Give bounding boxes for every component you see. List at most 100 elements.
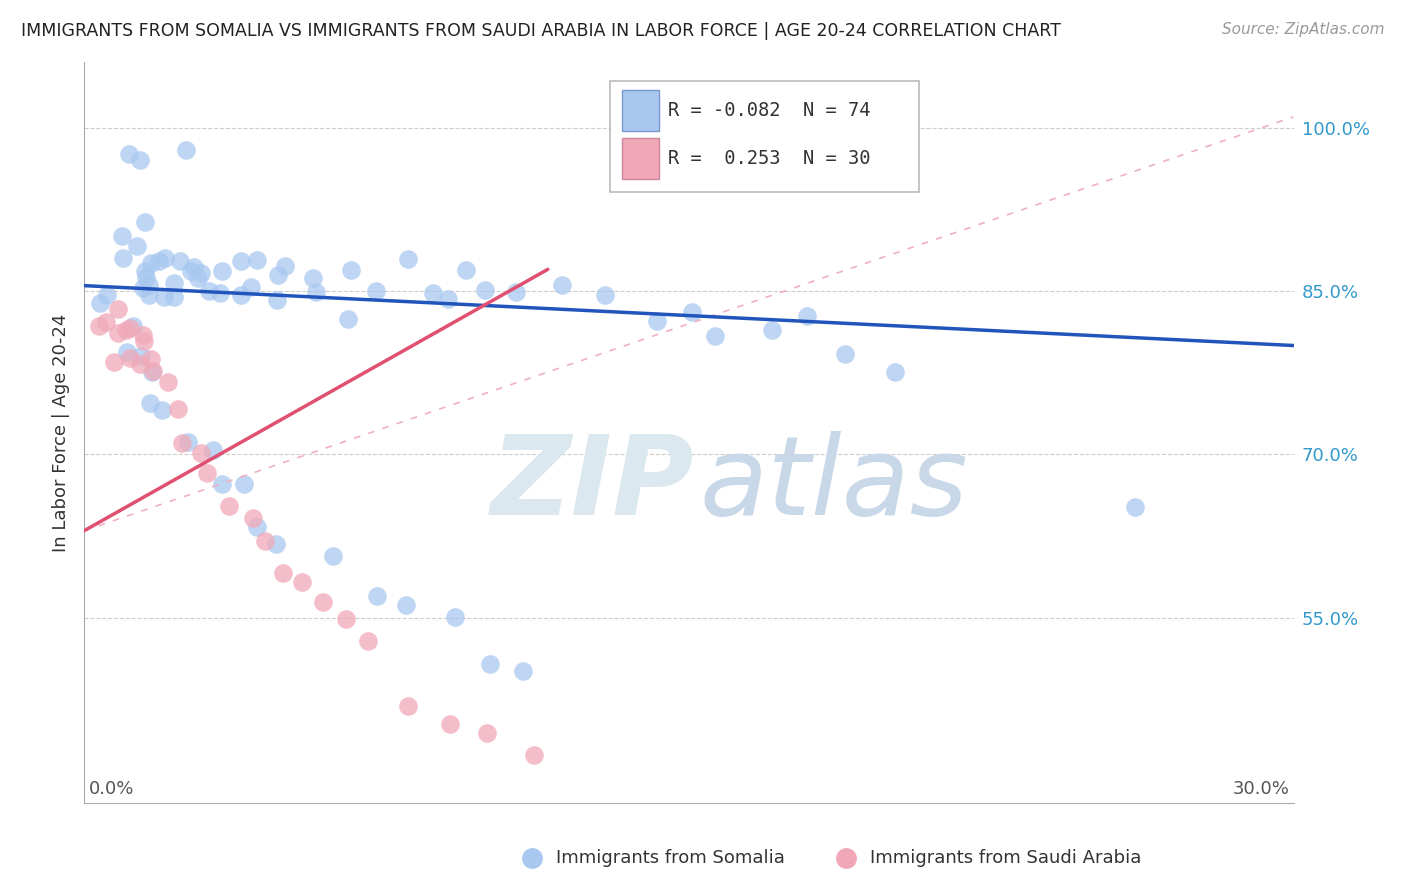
Point xyxy=(884,365,907,379)
Text: R =  0.253  N = 30: R = 0.253 N = 30 xyxy=(668,149,870,169)
FancyBboxPatch shape xyxy=(623,90,659,131)
Point xyxy=(142,364,165,378)
Point xyxy=(187,270,209,285)
Point xyxy=(125,238,148,252)
Point xyxy=(512,664,534,678)
FancyBboxPatch shape xyxy=(610,81,918,192)
Point xyxy=(479,657,502,672)
Point xyxy=(551,277,574,292)
Point xyxy=(129,357,152,371)
Point xyxy=(96,288,118,302)
Point xyxy=(218,499,240,513)
Text: ZIP: ZIP xyxy=(491,431,695,538)
Point xyxy=(291,574,314,589)
Point xyxy=(129,349,152,363)
Point xyxy=(523,747,546,762)
Text: atlas: atlas xyxy=(700,431,969,538)
Text: 0.0%: 0.0% xyxy=(89,780,134,798)
Point xyxy=(114,323,136,337)
Point xyxy=(681,304,703,318)
Point xyxy=(645,314,668,328)
Point xyxy=(177,434,200,449)
Point xyxy=(180,264,202,278)
Point xyxy=(273,259,295,273)
Point xyxy=(103,355,125,369)
Point xyxy=(246,252,269,267)
Point xyxy=(190,446,212,460)
Point xyxy=(264,537,287,551)
Point xyxy=(211,264,233,278)
Point xyxy=(593,288,616,302)
Point xyxy=(141,365,163,379)
Point xyxy=(229,287,252,301)
Point xyxy=(229,254,252,268)
Point xyxy=(395,598,418,612)
Point xyxy=(134,270,156,285)
Point xyxy=(157,375,180,389)
Text: Source: ZipAtlas.com: Source: ZipAtlas.com xyxy=(1222,22,1385,37)
Point xyxy=(209,285,232,300)
Point xyxy=(111,228,134,243)
Point xyxy=(211,477,233,491)
Point xyxy=(312,595,335,609)
Point xyxy=(439,717,461,731)
Point xyxy=(153,291,176,305)
Point xyxy=(169,253,191,268)
Point xyxy=(118,351,141,366)
Point xyxy=(190,266,212,280)
Point xyxy=(174,143,197,157)
Point xyxy=(115,345,138,359)
Point xyxy=(796,309,818,323)
Point xyxy=(198,284,221,298)
Point xyxy=(131,328,153,343)
Point xyxy=(322,549,344,564)
Point xyxy=(357,634,380,648)
Point xyxy=(271,566,294,581)
Y-axis label: In Labor Force | Age 20-24: In Labor Force | Age 20-24 xyxy=(52,313,70,552)
Point xyxy=(246,519,269,533)
Point xyxy=(396,698,419,713)
Text: R = -0.082  N = 74: R = -0.082 N = 74 xyxy=(668,101,870,120)
FancyBboxPatch shape xyxy=(623,138,659,179)
Point xyxy=(141,351,163,366)
Point xyxy=(396,252,419,266)
Point xyxy=(138,277,160,292)
Point xyxy=(337,311,360,326)
Text: IMMIGRANTS FROM SOMALIA VS IMMIGRANTS FROM SAUDI ARABIA IN LABOR FORCE | AGE 20-: IMMIGRANTS FROM SOMALIA VS IMMIGRANTS FR… xyxy=(21,22,1062,40)
Point xyxy=(134,334,156,349)
Point xyxy=(305,285,328,299)
Point xyxy=(437,293,460,307)
Point xyxy=(761,322,783,336)
Point xyxy=(129,153,152,168)
Point xyxy=(138,288,160,302)
Point xyxy=(253,533,276,548)
Point xyxy=(202,443,225,458)
Point xyxy=(111,251,134,265)
Point xyxy=(704,329,727,343)
Point xyxy=(240,280,263,294)
Point xyxy=(163,290,186,304)
Point xyxy=(153,251,176,265)
Point xyxy=(152,403,174,417)
Point xyxy=(366,589,388,603)
Point xyxy=(166,401,188,416)
Point xyxy=(335,612,357,626)
Point xyxy=(183,260,205,274)
Point xyxy=(163,276,186,290)
Point xyxy=(456,262,478,277)
Point xyxy=(118,146,141,161)
Point xyxy=(89,296,111,310)
Point xyxy=(301,271,323,285)
Point xyxy=(148,254,170,268)
Text: 30.0%: 30.0% xyxy=(1233,780,1289,798)
Point xyxy=(132,281,155,295)
Point xyxy=(477,726,499,740)
Point xyxy=(107,326,129,340)
Point xyxy=(1123,500,1146,514)
Point xyxy=(339,262,361,277)
Point xyxy=(118,321,141,335)
Point xyxy=(266,293,288,308)
Point xyxy=(834,347,856,361)
Point xyxy=(444,610,467,624)
Point xyxy=(364,284,387,298)
